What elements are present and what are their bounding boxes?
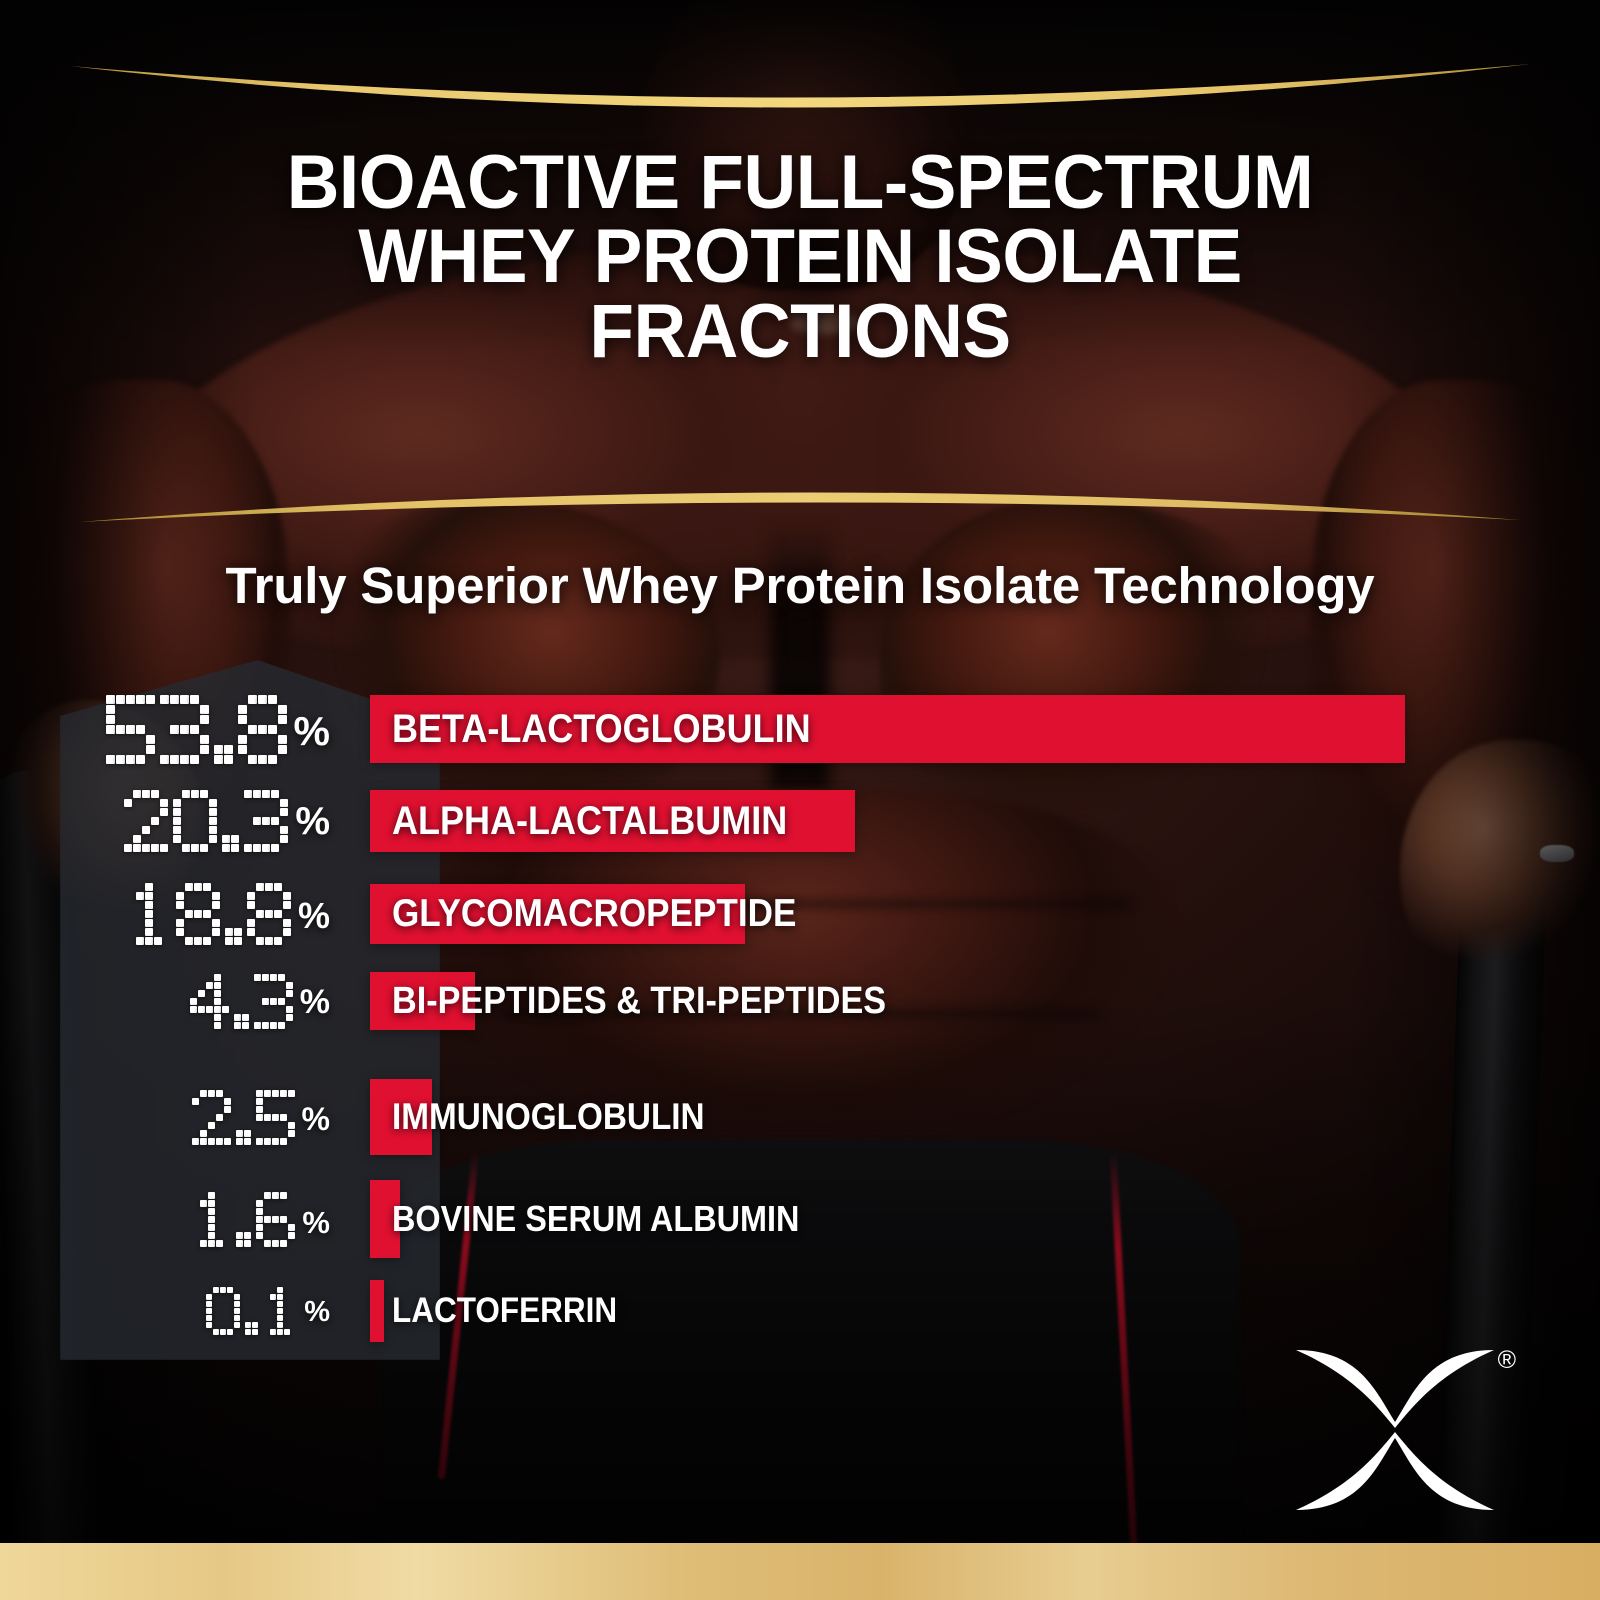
chart-bar	[370, 790, 855, 852]
led-digit	[237, 695, 287, 764]
percent-value: %	[192, 1192, 330, 1252]
percent-value: %	[206, 1287, 330, 1341]
led-decimal-point	[233, 974, 249, 1029]
led-decimal-point	[213, 695, 233, 764]
chart-bar-label: LACTOFERRIN	[392, 1291, 618, 1330]
chart-bar	[370, 1180, 400, 1258]
percent-sign: %	[299, 983, 330, 1021]
led-decimal-point	[222, 790, 240, 852]
registered-trademark: ®	[1497, 1346, 1516, 1374]
chart-bar	[370, 695, 1405, 763]
led-digit	[263, 1287, 297, 1335]
led-digit	[191, 1090, 231, 1145]
led-decimal-point	[245, 1287, 259, 1335]
led-digit	[206, 1287, 241, 1335]
chart-row: % BOVINE SERUM ALBUMIN	[0, 1180, 1600, 1258]
page-title: BIOACTIVE FULL-SPECTRUM WHEY PROTEIN ISO…	[286, 140, 1314, 374]
percent-value: %	[127, 883, 330, 951]
led-number	[124, 790, 289, 852]
led-digit	[246, 883, 291, 945]
led-digit	[127, 883, 171, 945]
chart-row: % BETA-LACTOGLOBULIN	[0, 695, 1600, 764]
chart-row: % BI-PEPTIDES & TRI-PEPTIDES	[0, 972, 1600, 1030]
percent-value: %	[124, 790, 330, 859]
percent-value: %	[105, 695, 330, 771]
chart-bar-label: IMMUNOGLOBULIN	[392, 1096, 705, 1137]
chart-bar	[370, 1079, 432, 1155]
led-digit	[175, 883, 220, 945]
led-digit	[173, 790, 218, 852]
percent-value: %	[189, 974, 330, 1035]
chart-bar-label: GLYCOMACROPEPTIDE	[392, 892, 797, 935]
led-digit	[255, 1090, 295, 1145]
led-digit	[253, 974, 293, 1029]
led-decimal-point	[235, 1090, 251, 1145]
led-number	[189, 974, 293, 1029]
chart-bar-label: BOVINE SERUM ALBUMIN	[392, 1198, 800, 1239]
led-digit	[192, 1192, 231, 1247]
led-decimal-point	[224, 883, 242, 945]
led-decimal-point	[236, 1192, 252, 1247]
chart-row: % IMMUNOGLOBULIN	[0, 1079, 1600, 1155]
led-number	[127, 883, 291, 945]
chart-bar	[370, 972, 475, 1030]
gold-footer-bar	[0, 1543, 1600, 1600]
chart-bar-label: ALPHA-LACTALBUMIN	[392, 799, 788, 843]
led-number	[105, 695, 287, 764]
percent-sign: %	[293, 708, 330, 754]
led-digit	[159, 695, 209, 764]
page-subtitle: Truly Superior Whey Protein Isolate Tech…	[225, 557, 1375, 614]
chart-row: % LACTOFERRIN	[0, 1280, 1600, 1342]
led-digit	[189, 974, 229, 1029]
chart-bar-label: BETA-LACTOGLOBULIN	[392, 707, 811, 751]
chart-row: % GLYCOMACROPEPTIDE	[0, 883, 1600, 945]
percent-sign: %	[302, 1205, 330, 1240]
percent-sign: %	[301, 1101, 330, 1137]
led-number	[206, 1287, 297, 1335]
led-digit	[244, 790, 289, 852]
led-digit	[256, 1192, 296, 1247]
led-digit	[124, 790, 169, 852]
percent-sign: %	[295, 800, 330, 843]
chart-bar	[370, 1280, 384, 1342]
led-number	[192, 1192, 296, 1247]
chart-row: % ALPHA-LACTALBUMIN	[0, 790, 1600, 852]
chart-bar	[370, 884, 745, 944]
led-digit	[105, 695, 155, 764]
brand-logo: ®	[1290, 1340, 1516, 1520]
x-logo-icon	[1296, 1350, 1494, 1510]
percent-value: %	[191, 1090, 330, 1150]
led-number	[191, 1090, 295, 1145]
chart-bar-label: BI-PEPTIDES & TRI-PEPTIDES	[392, 980, 887, 1022]
percent-sign: %	[297, 895, 330, 936]
percent-sign: %	[304, 1296, 330, 1328]
